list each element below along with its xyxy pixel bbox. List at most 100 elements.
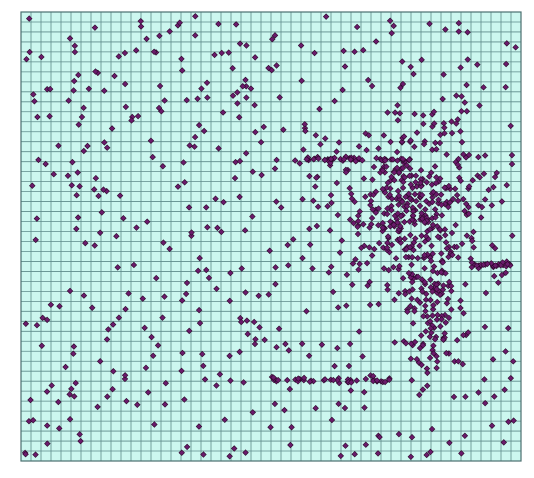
- map-point: [440, 71, 447, 78]
- map-point: [265, 64, 272, 72]
- map-point: [433, 285, 440, 293]
- map-point: [384, 179, 392, 187]
- map-point: [150, 48, 158, 56]
- map-point: [462, 200, 470, 208]
- map-point: [346, 340, 354, 348]
- map-point: [396, 222, 404, 230]
- map-point: [480, 170, 488, 177]
- map-point: [271, 165, 279, 172]
- map-point: [405, 156, 413, 163]
- map-point: [411, 338, 419, 346]
- map-point: [408, 261, 415, 268]
- map-point: [33, 321, 41, 329]
- map-point: [402, 193, 409, 201]
- map-point: [443, 151, 450, 158]
- map-point: [47, 301, 55, 308]
- map-point: [411, 110, 418, 118]
- map-point: [372, 209, 380, 216]
- map-point: [98, 209, 106, 216]
- map-point: [407, 302, 414, 310]
- map-point: [428, 181, 436, 188]
- map-point: [475, 389, 482, 396]
- map-point: [402, 340, 410, 347]
- map-point: [388, 241, 396, 249]
- map-point: [269, 35, 276, 43]
- map-point: [445, 203, 452, 211]
- map-point: [110, 368, 117, 375]
- map-point: [433, 145, 440, 153]
- map-point: [507, 122, 514, 130]
- map-point: [430, 188, 437, 196]
- map-point: [349, 281, 356, 288]
- map-point: [409, 253, 416, 261]
- map-point: [429, 306, 437, 313]
- map-point: [439, 286, 447, 293]
- map-point: [412, 178, 419, 186]
- map-point: [402, 253, 410, 261]
- map-point: [341, 404, 349, 412]
- map-point: [271, 400, 279, 408]
- map-point: [391, 339, 398, 346]
- map-point: [166, 245, 173, 253]
- map-point: [315, 155, 322, 162]
- map-point: [291, 157, 299, 164]
- map-point: [221, 416, 229, 423]
- map-point: [394, 102, 401, 109]
- map-point: [389, 156, 397, 163]
- map-point: [143, 218, 151, 225]
- map-point: [48, 382, 55, 389]
- map-point: [242, 449, 249, 456]
- map-point: [458, 138, 466, 146]
- map-point: [295, 375, 302, 382]
- map-point: [393, 148, 401, 156]
- map-point: [429, 250, 436, 257]
- map-point: [401, 174, 408, 181]
- map-point: [390, 263, 397, 271]
- map-point: [463, 107, 471, 115]
- map-point: [422, 328, 429, 335]
- map-point: [458, 93, 465, 100]
- map-point: [321, 376, 329, 383]
- map-point: [457, 304, 464, 312]
- map-point: [407, 453, 415, 461]
- map-point: [56, 425, 63, 432]
- map-point: [475, 153, 482, 161]
- map-point: [195, 306, 203, 314]
- map-point: [433, 316, 441, 323]
- map-point: [144, 389, 152, 396]
- map-point: [439, 259, 447, 266]
- map-point: [115, 53, 122, 60]
- map-point: [55, 398, 62, 406]
- map-point: [507, 374, 515, 382]
- map-point: [123, 397, 130, 405]
- map-point: [314, 203, 322, 210]
- map-point: [436, 226, 443, 233]
- map-point: [431, 120, 438, 127]
- map-point: [116, 192, 124, 199]
- map-point: [249, 168, 257, 175]
- map-point: [424, 382, 431, 389]
- map-point: [442, 239, 450, 246]
- map-point: [366, 244, 373, 251]
- map-point: [29, 182, 36, 189]
- map-point: [427, 276, 434, 283]
- map-point: [318, 341, 326, 348]
- map-point: [372, 188, 380, 195]
- map-point: [426, 226, 434, 233]
- map-point: [446, 439, 453, 447]
- map-point: [159, 314, 166, 321]
- map-point: [360, 221, 367, 228]
- map-point: [413, 129, 421, 136]
- map-point: [125, 290, 132, 297]
- map-point: [441, 330, 448, 337]
- map-point: [30, 91, 37, 98]
- map-point: [388, 195, 396, 202]
- map-point: [178, 67, 186, 74]
- map-point: [401, 218, 408, 226]
- map-point: [412, 197, 420, 205]
- map-point: [502, 60, 510, 68]
- map-point: [80, 147, 88, 155]
- map-point: [417, 179, 424, 187]
- map-point: [181, 396, 188, 403]
